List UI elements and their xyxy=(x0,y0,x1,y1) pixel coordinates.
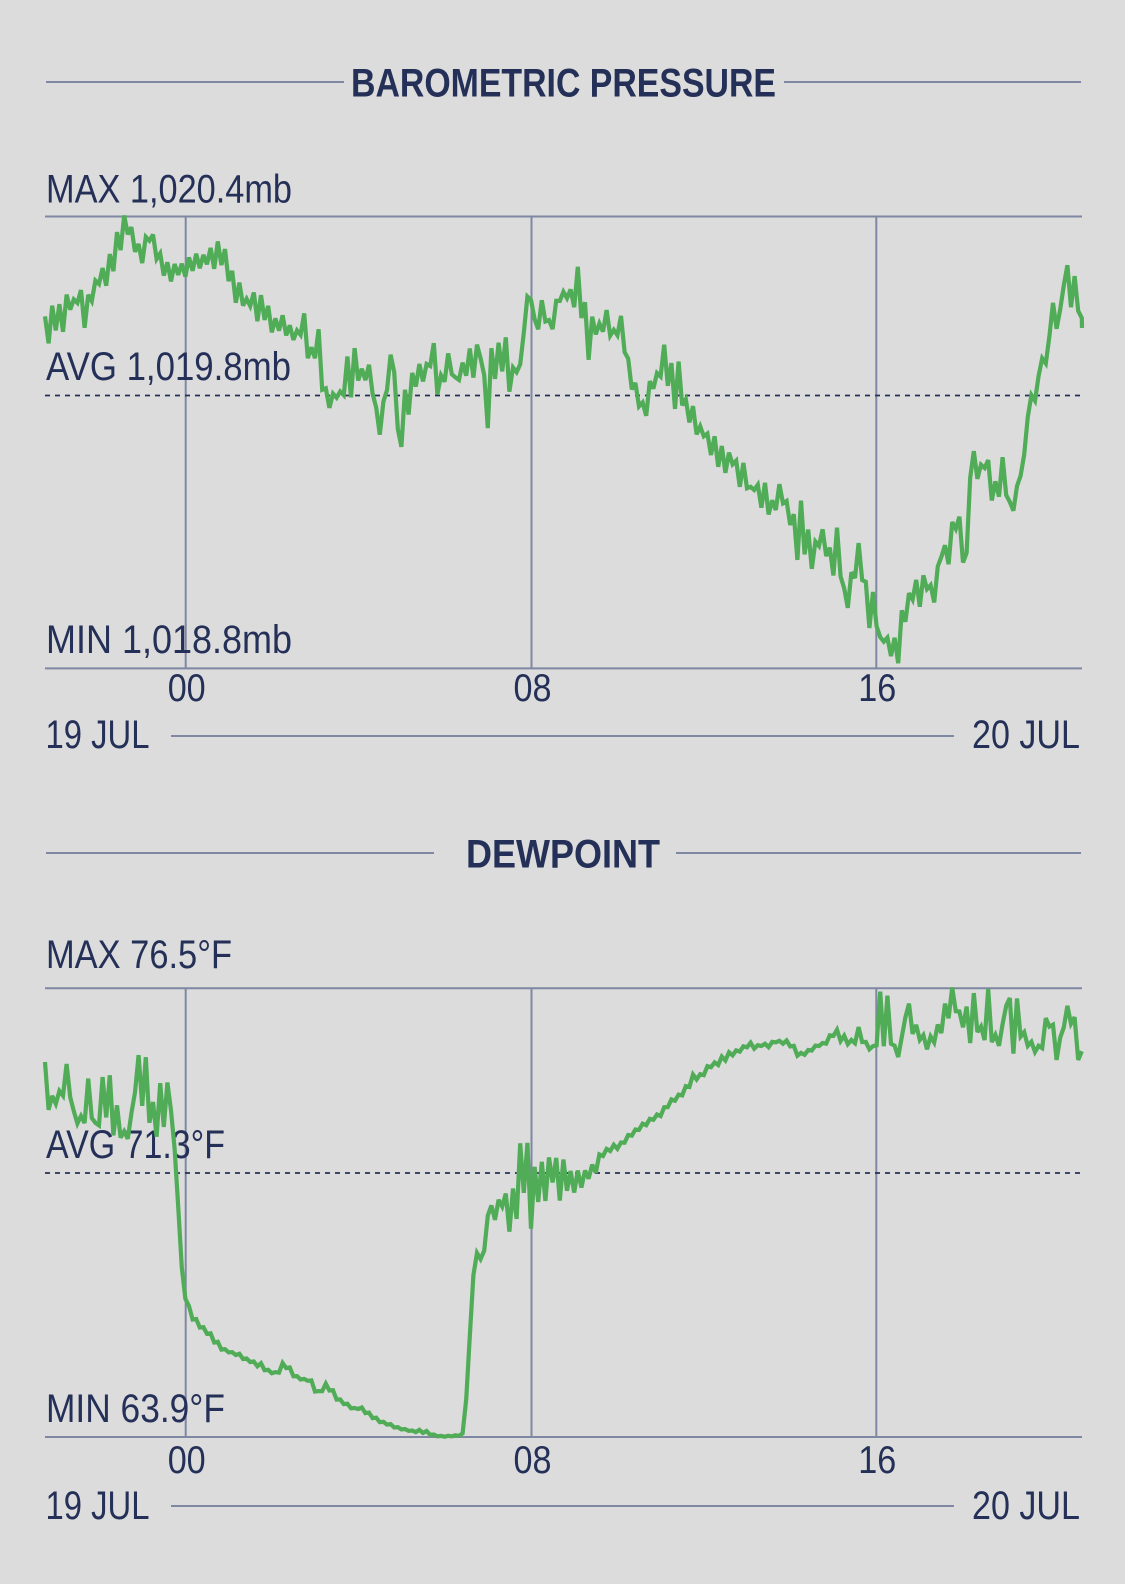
svg-text:MAX 1,020.4mb: MAX 1,020.4mb xyxy=(46,168,292,212)
svg-text:19 JUL: 19 JUL xyxy=(46,713,150,757)
svg-text:08: 08 xyxy=(514,1439,552,1482)
svg-text:MAX 76.5°F: MAX 76.5°F xyxy=(46,933,232,977)
svg-text:BAROMETRIC PRESSURE: BAROMETRIC PRESSURE xyxy=(351,61,776,105)
svg-text:16: 16 xyxy=(858,667,896,710)
svg-text:20 JUL: 20 JUL xyxy=(972,713,1080,757)
svg-text:MIN 63.9°F: MIN 63.9°F xyxy=(46,1387,225,1431)
svg-text:20 JUL: 20 JUL xyxy=(972,1484,1080,1528)
svg-text:DEWPOINT: DEWPOINT xyxy=(466,832,660,876)
svg-text:00: 00 xyxy=(168,667,206,710)
svg-text:08: 08 xyxy=(514,667,552,710)
svg-text:AVG 71.3°F: AVG 71.3°F xyxy=(46,1123,225,1167)
svg-text:MIN 1,018.8mb: MIN 1,018.8mb xyxy=(46,618,292,662)
svg-text:00: 00 xyxy=(168,1439,206,1482)
svg-text:16: 16 xyxy=(858,1439,896,1482)
svg-text:AVG 1,019.8mb: AVG 1,019.8mb xyxy=(46,345,291,389)
svg-text:19 JUL: 19 JUL xyxy=(46,1484,150,1528)
